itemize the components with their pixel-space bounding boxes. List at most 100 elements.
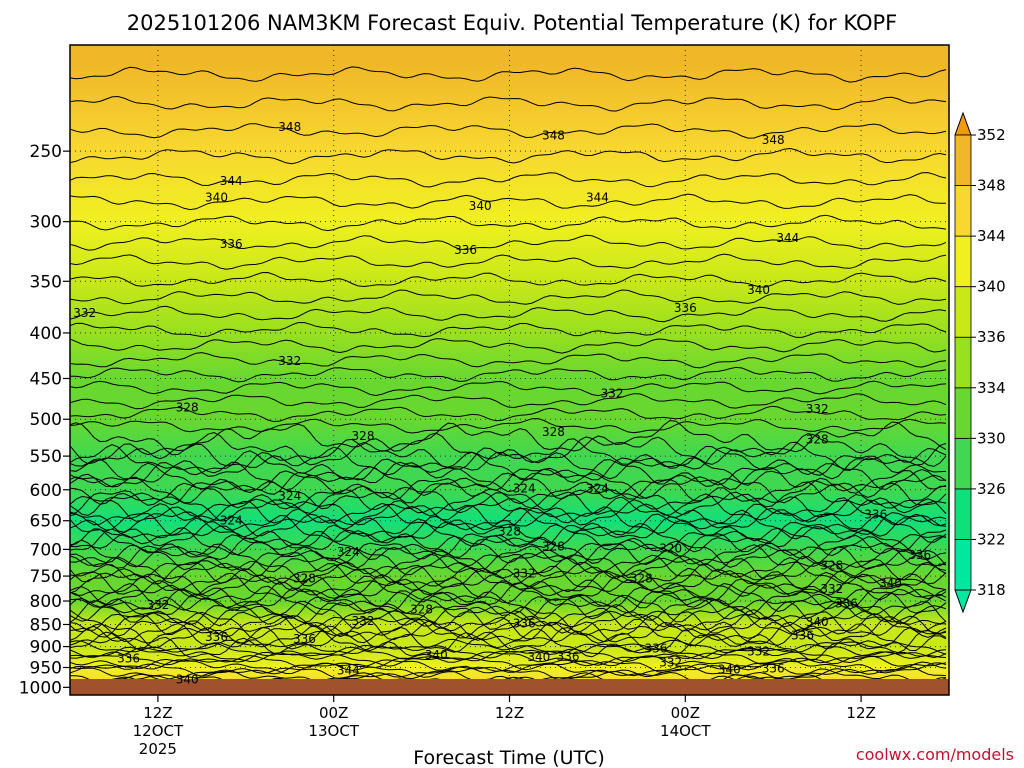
contour-label: 332 (659, 656, 682, 670)
contour-line (70, 477, 947, 511)
contour-label: 328 (176, 400, 199, 414)
contour-label: 328 (630, 572, 653, 586)
y-tick-label: 450 (30, 369, 62, 389)
contour-line (70, 253, 947, 270)
contour-label: 324 (513, 481, 536, 495)
credit-text: coolwx.com/models (856, 745, 1014, 764)
colorbar-label: 344 (977, 227, 1006, 245)
y-tick-label: 900 (30, 638, 62, 658)
y-tick-label: 600 (30, 481, 62, 501)
y-tick-label: 550 (30, 447, 62, 467)
contour-line (70, 542, 947, 575)
x-tick-label: 12OCT (133, 722, 184, 740)
contour-line (70, 405, 947, 423)
x-tick-label: 00Z (671, 704, 700, 722)
contour-label: 332 (352, 614, 375, 628)
x-tick-label: 13OCT (308, 722, 359, 740)
contour-label: 336 (791, 629, 814, 643)
contour-line (70, 431, 947, 467)
contour-line (70, 123, 947, 139)
contour-label: 332 (601, 387, 624, 401)
contour-label: 336 (835, 596, 858, 610)
chart-title: 2025101206 NAM3KM Forecast Equiv. Potent… (127, 11, 897, 35)
colorbar-segment (954, 539, 972, 591)
y-tick-label: 1000 (19, 678, 62, 698)
contour-label: 348 (278, 120, 301, 134)
colorbar-arrow-bottom (954, 589, 972, 614)
contour-label: 332 (806, 402, 829, 416)
contour-label: 336 (293, 632, 316, 646)
colorbar-segment (954, 235, 972, 288)
contour-label: 336 (205, 630, 228, 644)
contour-line (70, 214, 947, 232)
contour-label: 324 (586, 481, 609, 495)
contour-line (70, 458, 947, 493)
contour-label: 336 (864, 508, 887, 522)
contour-line (70, 393, 947, 410)
contour-label: 320 (659, 541, 682, 555)
contour-label: 328 (352, 429, 375, 443)
contour-line (70, 517, 947, 555)
contour-line (70, 66, 947, 83)
contour-line (70, 665, 947, 682)
colorbar-label: 326 (977, 480, 1006, 498)
contour-label: 348 (762, 133, 785, 147)
contour-line (70, 593, 947, 629)
contour-line (70, 95, 947, 112)
x-tick-label: 2025 (139, 740, 177, 758)
ground-bar (70, 679, 949, 695)
contour-line (70, 544, 947, 579)
y-tick-label: 750 (30, 567, 62, 587)
contour-line (70, 617, 947, 652)
colorbar-segment (954, 185, 972, 237)
contour-label: 340 (425, 648, 448, 662)
y-tick-label: 350 (30, 272, 62, 292)
colorbar-segment (954, 134, 972, 186)
colorbar-segment (954, 286, 972, 338)
y-axis: 250 300 350 400 450 500 550 600 650 700 750 800 850 9… (19, 142, 70, 698)
x-tick-label: 12Z (495, 704, 524, 722)
contour-label: 336 (674, 301, 697, 315)
contour-label: 336 (645, 642, 668, 656)
contour-label: 324 (220, 514, 243, 528)
contour-line (70, 612, 947, 649)
contour-line (70, 172, 947, 188)
contour-line (70, 553, 947, 588)
contour-label: 328 (410, 603, 433, 617)
contour-label: 336 (557, 649, 580, 663)
x-axis-label: Forecast Time (UTC) (413, 747, 604, 768)
contour-label: 336 (762, 661, 785, 675)
contour-label: 332 (513, 566, 536, 580)
contour-label: 340 (205, 191, 228, 205)
contour-label: 348 (542, 128, 565, 142)
contour-label: 340 (879, 577, 902, 591)
colorbar-label: 340 (977, 278, 1006, 296)
contour-line (70, 506, 947, 540)
contour-label: 340 (806, 615, 829, 629)
contour-label: 328 (820, 559, 843, 573)
contour-label: 336 (908, 548, 931, 562)
colorbar-segment (954, 387, 972, 439)
contour-label: 340 (469, 199, 492, 213)
contour-line (70, 502, 947, 537)
contour-line (70, 646, 947, 664)
colorbar-arrow-top (954, 111, 972, 136)
x-tick-label: 14OCT (660, 722, 711, 740)
contour-line (70, 651, 947, 667)
contour-line (70, 496, 947, 533)
colorbar-label: 330 (977, 429, 1006, 447)
y-tick-label: 950 (30, 659, 62, 679)
contour-label: 340 (747, 283, 770, 297)
colorbar-segment (954, 488, 972, 540)
contour-line (70, 658, 947, 675)
colorbar-label: 322 (977, 530, 1006, 548)
gridlines (70, 45, 949, 695)
y-tick-label: 700 (30, 540, 62, 560)
contour-label: 332 (820, 582, 843, 596)
contour-label: 344 (586, 191, 609, 205)
contour-lines (70, 66, 947, 695)
